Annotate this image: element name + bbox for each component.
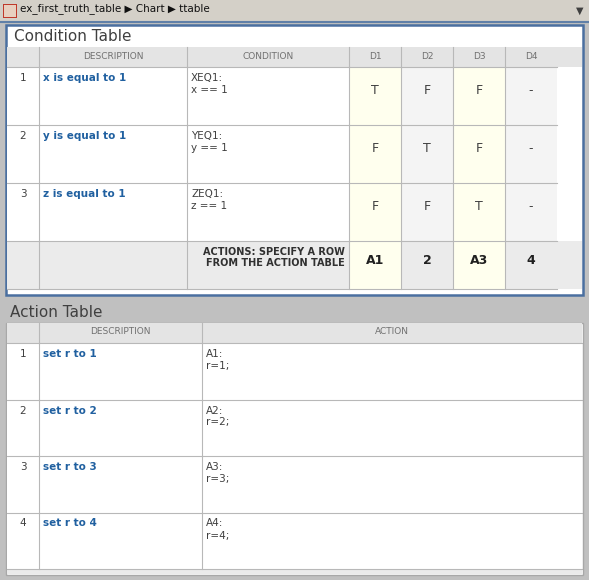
Text: 3: 3 [19,462,27,472]
Text: A3:: A3: [206,462,223,472]
Text: -: - [529,143,533,155]
Bar [7,400,582,456]
Bar [7,47,582,67]
Text: r=2;: r=2; [206,418,229,427]
Text: z == 1: z == 1 [191,201,227,211]
Text: set r to 3: set r to 3 [43,462,97,472]
Text: ▼: ▼ [575,6,583,16]
Text: F: F [372,143,379,155]
Bar [7,241,582,289]
Bar [7,323,582,343]
Text: ACTION: ACTION [375,327,409,336]
Bar [4,5,16,17]
Bar [401,183,453,241]
Text: T: T [371,85,379,97]
Text: x == 1: x == 1 [191,85,228,95]
Text: D4: D4 [525,52,537,61]
Text: F: F [372,201,379,213]
Text: 2: 2 [19,131,27,141]
Bar [453,125,505,183]
Text: z is equal to 1: z is equal to 1 [43,189,125,199]
Text: F: F [475,143,482,155]
Bar [7,67,582,125]
Text: FROM THE ACTION TABLE: FROM THE ACTION TABLE [206,258,345,268]
Bar [505,125,557,183]
Text: set r to 2: set r to 2 [43,405,97,415]
Text: A3: A3 [470,253,488,266]
Bar [6,323,583,575]
Text: 2: 2 [423,253,431,266]
Text: A2:: A2: [206,405,223,415]
Text: A1: A1 [366,253,384,266]
Text: -: - [529,201,533,213]
Text: F: F [475,85,482,97]
Text: DESCRIPTION: DESCRIPTION [82,52,143,61]
Text: T: T [423,143,431,155]
Bar [7,456,582,513]
Text: D3: D3 [473,52,485,61]
Bar [505,183,557,241]
Text: set r to 1: set r to 1 [43,349,97,359]
Text: -: - [529,85,533,97]
Text: y == 1: y == 1 [191,143,228,153]
Text: 4: 4 [527,253,535,266]
Text: r=1;: r=1; [206,361,229,371]
Bar [6,25,583,295]
Text: YEQ1:: YEQ1: [191,131,222,141]
Bar [453,67,505,125]
Bar [401,67,453,125]
Text: 3: 3 [19,189,27,199]
Text: y is equal to 1: y is equal to 1 [43,131,126,141]
Text: Action Table: Action Table [10,305,102,320]
Bar [7,125,582,183]
Bar [453,183,505,241]
Text: 1: 1 [19,73,27,83]
Bar [349,125,401,183]
Text: D2: D2 [421,52,434,61]
Bar [7,513,582,569]
Text: Condition Table: Condition Table [14,29,131,44]
Text: x is equal to 1: x is equal to 1 [43,73,126,83]
Bar [349,67,401,125]
Text: T: T [475,201,483,213]
Text: ex_first_truth_table ▶ Chart ▶ ttable: ex_first_truth_table ▶ Chart ▶ ttable [20,3,210,14]
Bar [349,183,401,241]
Text: F: F [423,85,431,97]
Bar [401,241,453,289]
Text: D1: D1 [369,52,381,61]
Text: 1: 1 [19,349,27,359]
Text: A4:: A4: [206,519,223,528]
Text: 2: 2 [19,405,27,415]
Bar [7,343,582,400]
Bar [349,241,401,289]
Bar [401,125,453,183]
Text: F: F [423,201,431,213]
Text: set r to 4: set r to 4 [43,519,97,528]
Text: r=3;: r=3; [206,474,229,484]
Bar [453,241,505,289]
Text: 4: 4 [19,519,27,528]
Text: A1:: A1: [206,349,223,359]
Text: CONDITION: CONDITION [243,52,294,61]
Bar [505,67,557,125]
Bar [3,4,17,18]
Bar [7,183,582,241]
Text: ZEQ1:: ZEQ1: [191,189,223,199]
Text: XEQ1:: XEQ1: [191,73,223,83]
Text: DESCRIPTION: DESCRIPTION [90,327,151,336]
Bar [7,569,582,574]
Text: r=4;: r=4; [206,531,229,541]
Text: ACTIONS: SPECIFY A ROW: ACTIONS: SPECIFY A ROW [203,247,345,257]
Bar [505,241,557,289]
Bar [0,0,589,22]
